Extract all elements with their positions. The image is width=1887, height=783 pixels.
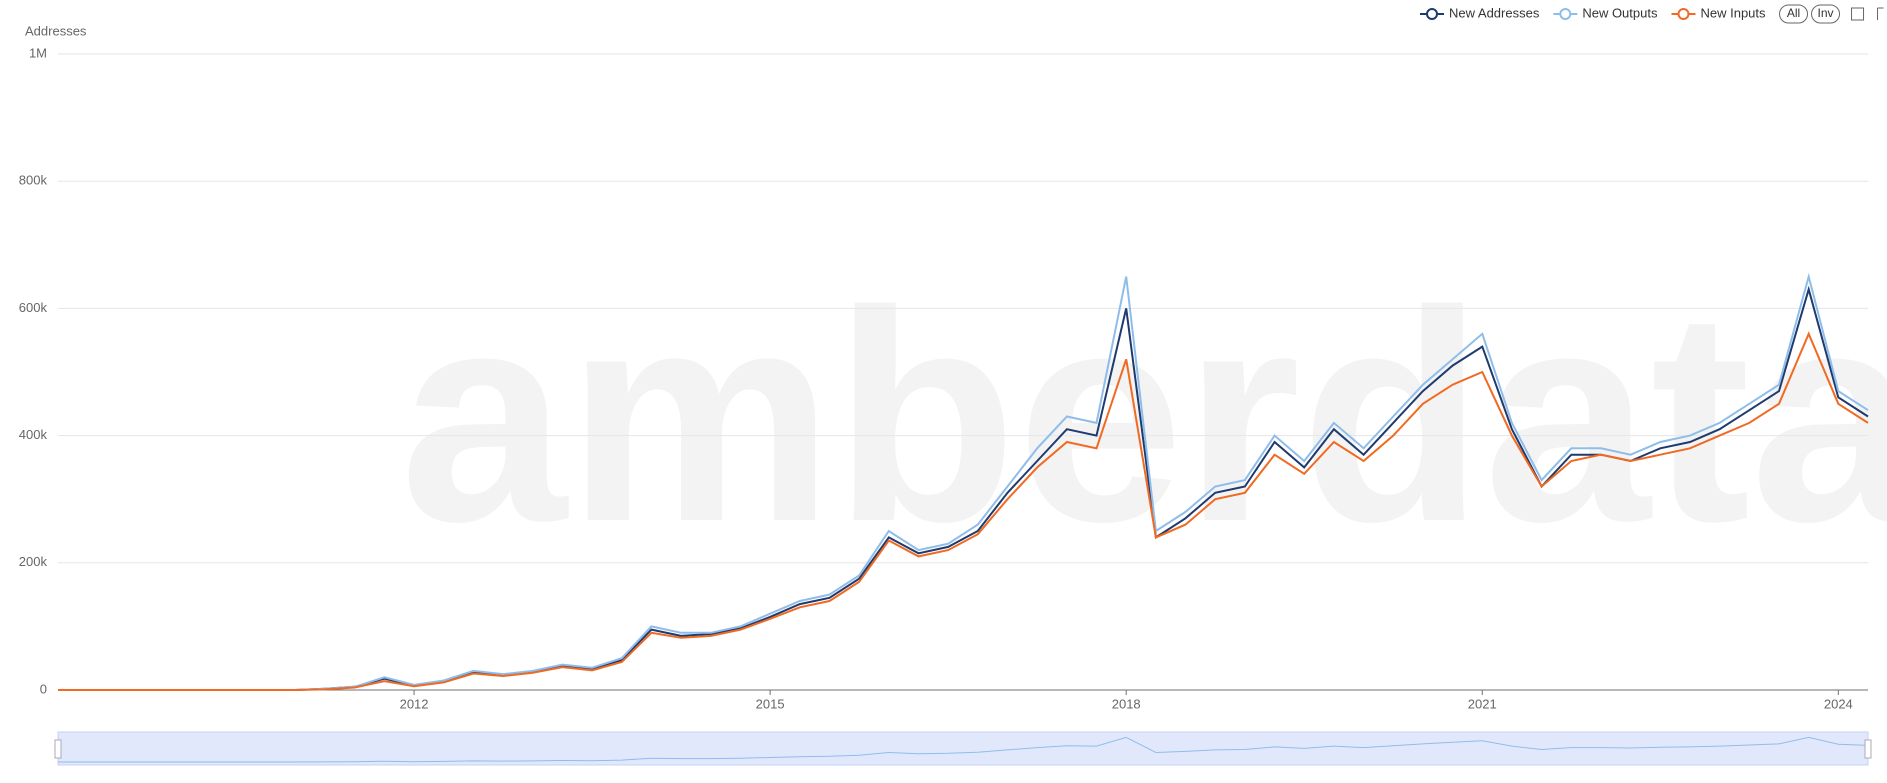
x-tick-label: 2012: [400, 696, 429, 711]
legend-label[interactable]: New Outputs: [1582, 5, 1658, 20]
control-label[interactable]: All: [1787, 6, 1800, 20]
legend-label[interactable]: New Inputs: [1700, 5, 1766, 20]
y-tick-label: 600k: [19, 300, 48, 315]
zoom-handle[interactable]: [54, 739, 62, 759]
y-tick-label: 200k: [19, 554, 48, 569]
legend-marker[interactable]: [1677, 8, 1690, 20]
legend-label[interactable]: New Addresses: [1449, 5, 1540, 20]
y-tick-label: 400k: [19, 427, 48, 442]
control-button[interactable]: [1811, 4, 1841, 24]
x-tick-label: 2021: [1468, 696, 1497, 711]
legend: New Addresses New Outputs New Inputs All Inv: [1420, 4, 1884, 24]
zoom-icon[interactable]: [1851, 7, 1865, 21]
x-tick-label: 2015: [756, 696, 785, 711]
zoom-handle[interactable]: [1864, 739, 1872, 759]
legend-marker[interactable]: [1559, 8, 1572, 20]
watermark: amberdata: [400, 248, 1887, 584]
x-tick-label: 2024: [1824, 696, 1853, 711]
series-line: [58, 272, 1869, 691]
y-tick-label: 1M: [29, 45, 47, 60]
legend-marker[interactable]: [1426, 8, 1438, 20]
series-line: [58, 331, 1869, 691]
zoom-preview: [58, 736, 1869, 763]
control-label[interactable]: Inv: [1818, 6, 1834, 20]
control-button[interactable]: [1779, 4, 1809, 24]
zoom-slider[interactable]: [57, 731, 1869, 766]
y-axis-label: Addresses: [25, 23, 87, 38]
restore-icon[interactable]: [1877, 7, 1884, 20]
y-tick-label: 0: [40, 681, 47, 696]
x-tick-label: 2018: [1112, 696, 1141, 711]
y-tick-label: 800k: [19, 173, 48, 188]
